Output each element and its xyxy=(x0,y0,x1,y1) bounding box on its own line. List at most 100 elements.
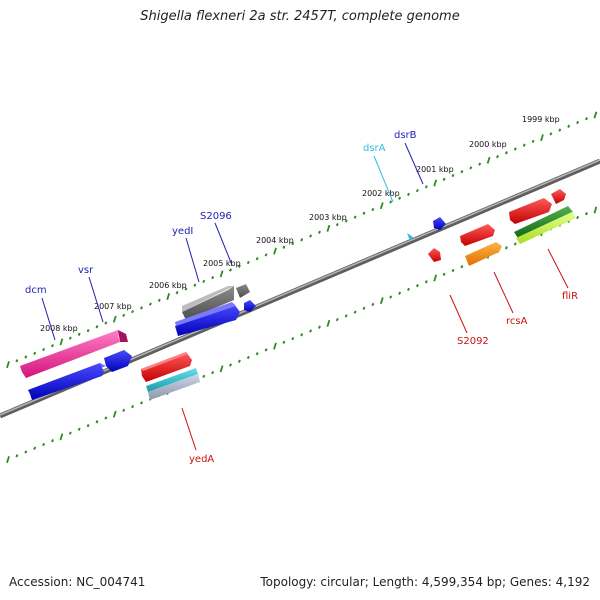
ruler-bottom-tick-29 xyxy=(264,348,268,352)
ruler-top-tick-63 xyxy=(567,124,571,128)
ruler-top-tick-21 xyxy=(193,283,197,287)
ruler-top-tick-31 xyxy=(282,245,286,249)
gene-red-yedA-upper[interactable] xyxy=(141,352,192,382)
gene-label-yedA: yedA xyxy=(189,454,214,465)
gene-small-blue-arrow-2[interactable] xyxy=(244,300,256,312)
ruler-top-tick-61 xyxy=(549,132,553,136)
ruler-top xyxy=(6,111,598,369)
ruler-top-tick-45 xyxy=(407,192,410,197)
ruler-bottom-tick-33 xyxy=(300,333,304,337)
ruler-top-tick-18 xyxy=(166,293,171,300)
ruler-top-tick-19 xyxy=(175,291,179,295)
ruler-top-tick-44 xyxy=(398,196,402,200)
ruler-label-2008: 2008 kbp xyxy=(40,324,78,333)
ruler-bottom-tick-23 xyxy=(211,370,215,375)
gene-red-rcsA-upper[interactable] xyxy=(460,224,495,246)
label-leaders xyxy=(41,142,569,451)
ruler-bottom-tick-15 xyxy=(140,401,143,405)
ruler-top-tick-24 xyxy=(219,270,224,278)
ruler-bottom-tick-44 xyxy=(398,291,402,295)
ruler-bottom-tick-10 xyxy=(95,420,99,424)
gene-dcm-bar[interactable] xyxy=(20,330,128,378)
ruler-top-tick-48 xyxy=(433,179,438,187)
ruler-top-tick-58 xyxy=(522,143,526,147)
gene-red-fliR-arrow[interactable] xyxy=(509,198,552,224)
gene-small-blue-arrow-1[interactable] xyxy=(104,350,132,372)
ruler-top-tick-40 xyxy=(362,211,366,215)
ruler-top-tick-5 xyxy=(51,344,54,348)
ruler-bottom-tick-36 xyxy=(326,319,331,327)
ruler-bottom-tick-45 xyxy=(407,287,410,292)
ruler-top-tick-25 xyxy=(229,268,232,272)
ruler-top-tick-39 xyxy=(353,215,357,219)
gene-green-bar[interactable] xyxy=(514,206,573,238)
ruler-top-tick-20 xyxy=(184,287,188,291)
ruler-top-tick-32 xyxy=(291,241,295,246)
gene-vsr-bar[interactable] xyxy=(28,363,106,400)
ruler-top-tick-0 xyxy=(6,361,10,369)
gene-label-fliR: fliR xyxy=(562,291,578,302)
ruler-top-tick-17 xyxy=(157,298,161,302)
gene-lime-bar[interactable] xyxy=(516,212,576,244)
ruler-top-tick-64 xyxy=(576,120,580,125)
ruler-top-tick-10 xyxy=(95,325,99,329)
ruler-top-tick-36 xyxy=(326,224,331,232)
gene-label-yedI: yedI xyxy=(172,226,193,237)
ruler-top-tick-26 xyxy=(237,264,241,268)
gene-label-rcsA: rcsA xyxy=(506,316,528,327)
ruler-bottom-tick-12 xyxy=(112,410,117,418)
ruler-bottom-tick-5 xyxy=(51,439,54,443)
ruler-bottom-tick-3 xyxy=(33,446,37,450)
ruler-bottom-tick-11 xyxy=(104,416,108,420)
ruler-top-tick-30 xyxy=(273,247,277,255)
features-reverse xyxy=(141,189,576,400)
gene-yedI-bar[interactable] xyxy=(182,286,234,320)
ruler-label-2000: 2000 kbp xyxy=(469,140,507,149)
topology-summary: Topology: circular; Length: 4,599,354 bp… xyxy=(260,575,590,589)
ruler-bottom-tick-37 xyxy=(335,317,339,322)
ruler-top-tick-34 xyxy=(309,234,313,238)
ruler-bottom-tick-25 xyxy=(229,363,232,367)
ruler-top-tick-2 xyxy=(24,355,28,359)
ruler-top-tick-27 xyxy=(246,260,250,265)
ruler-label-2005: 2005 kbp xyxy=(203,259,241,268)
ruler-bottom-tick-28 xyxy=(255,352,259,356)
ruler-top-tick-66 xyxy=(593,111,598,119)
ruler-bottom-tick-30 xyxy=(273,342,277,350)
ruler-bottom-tick-35 xyxy=(318,325,321,329)
gene-red-small-arrow[interactable] xyxy=(551,189,566,204)
gene-label-S2096: S2096 xyxy=(200,211,232,222)
gene-silver-bar[interactable] xyxy=(148,374,200,400)
ruler-top-tick-50 xyxy=(451,173,455,178)
features-forward xyxy=(20,217,446,400)
ruler-top-tick-1 xyxy=(15,359,19,363)
ruler-top-tick-4 xyxy=(42,347,46,352)
ruler-top-tick-55 xyxy=(496,154,499,159)
gene-dsrB-arrow[interactable] xyxy=(433,217,446,230)
ruler-bottom-tick-57 xyxy=(513,242,517,246)
gene-cyan-bar[interactable] xyxy=(146,368,198,392)
gene-orange-bar[interactable] xyxy=(465,242,502,266)
ruler-top-tick-49 xyxy=(442,177,446,181)
ruler-label-2006: 2006 kbp xyxy=(149,281,187,290)
ruler-top-tick-28 xyxy=(255,257,259,261)
ruler-top-tick-14 xyxy=(131,309,135,314)
ruler-bottom-tick-41 xyxy=(371,302,375,307)
accession-text: Accession: NC_004741 xyxy=(9,575,146,589)
gene-S2092-arrow[interactable] xyxy=(428,248,441,262)
ruler-top-tick-11 xyxy=(104,321,108,325)
ruler-top-tick-35 xyxy=(318,230,321,234)
ruler-top-tick-60 xyxy=(540,134,544,142)
ruler-top-tick-47 xyxy=(424,185,428,189)
gene-S2096-bar[interactable] xyxy=(236,284,250,298)
gene-label-dsrA: dsrA xyxy=(363,143,386,154)
ruler-bottom-tick-13 xyxy=(122,408,126,413)
ruler-top-tick-62 xyxy=(558,128,562,132)
gene-dsrA-arrow[interactable] xyxy=(407,233,413,241)
gene-blue-long-2[interactable] xyxy=(175,302,240,336)
ruler-top-tick-6 xyxy=(59,338,64,346)
gene-labels-top: dcm vsr yedI S2096 dsrA dsrB xyxy=(25,130,417,296)
ruler-bottom-tick-42 xyxy=(379,297,384,305)
ruler-label-1999: 1999 kbp xyxy=(522,115,560,124)
ruler-top-tick-7 xyxy=(68,336,72,340)
